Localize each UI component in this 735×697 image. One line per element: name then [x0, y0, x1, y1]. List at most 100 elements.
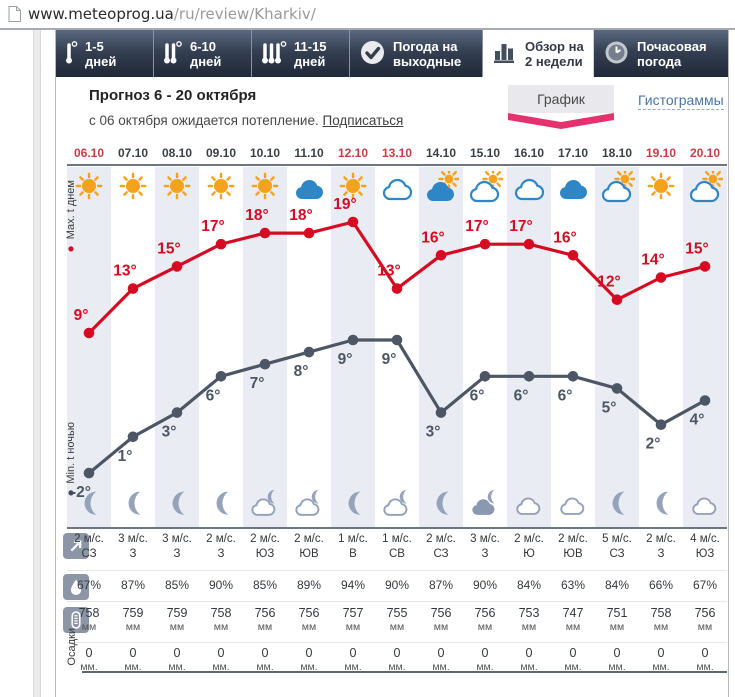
legend-min-label: Min. t ночью	[65, 422, 77, 484]
wind-cell: 3 м/с. З	[162, 533, 192, 560]
svg-text:18°: 18°	[245, 207, 268, 224]
column-stripe	[595, 167, 639, 527]
chart-bottom-divider	[67, 527, 727, 529]
wind-cell: 2 м/с. З	[206, 533, 236, 560]
moon-night-icon	[111, 484, 155, 522]
bar-chart-icon	[492, 39, 518, 68]
subscribe-link[interactable]: Подписаться	[322, 113, 404, 128]
humidity-cell: 87%	[428, 578, 454, 592]
min-legend-dot-icon: ●	[64, 486, 78, 501]
svg-text:6°: 6°	[470, 387, 485, 404]
tab-label: 2 недели	[525, 53, 583, 69]
browser-address-bar[interactable]: www.meteoprog.ua/ru/review/Kharkiv/	[0, 0, 735, 28]
svg-text:6°: 6°	[558, 387, 573, 404]
tab-weekend-weather[interactable]: Погода на выходные	[350, 30, 483, 77]
moon-night-icon	[331, 484, 375, 522]
graph-active-chevron	[508, 113, 614, 129]
dates-row: 06.10 07.10 08.10 09.10 10.10 11.10 12.10 13.10…	[67, 146, 727, 160]
humidity-cell: 67%	[692, 578, 718, 592]
tab-label: погода	[637, 53, 682, 69]
svg-text:2°: 2°	[646, 436, 661, 453]
humidity-cell: 90%	[384, 578, 410, 592]
row-divider	[67, 570, 727, 571]
legend-min-temp: ● Min. t ночью	[64, 422, 78, 504]
cloud-moon-night-icon	[243, 484, 287, 522]
pressure-cell: 759 мм	[122, 606, 144, 633]
dates-divider	[67, 164, 727, 166]
moon-night-icon	[595, 484, 639, 522]
date-label: 16.10	[513, 146, 545, 160]
tab-label: 6-10	[190, 38, 217, 54]
day-icons-row	[67, 168, 727, 206]
tab-1-5-days[interactable]: 1-5 дней	[56, 30, 154, 77]
legend-max-label: Max. t днем	[65, 180, 77, 240]
moon-night-icon	[155, 484, 199, 522]
date-label: 10.10	[249, 146, 281, 160]
svg-text:16°: 16°	[553, 229, 576, 246]
cloud-weather-icon	[551, 168, 595, 206]
date-label: 06.10	[73, 146, 105, 160]
svg-text:7°: 7°	[250, 375, 265, 392]
sun-weather-icon	[155, 168, 199, 206]
date-label: 15.10	[469, 146, 501, 160]
tab-label: 1-5	[85, 38, 104, 54]
svg-text:18°: 18°	[289, 207, 312, 224]
subtitle-text: с 06 октября ожидается потепление.	[89, 113, 319, 128]
forecast-panel: 1-5 дней 6-10 дней 11-15 дней Погода на выхо…	[55, 30, 729, 697]
svg-text:19°: 19°	[333, 196, 356, 213]
precipitation-cell: 0 мм.	[300, 646, 318, 673]
cloud-weather-icon	[287, 168, 331, 206]
night-icons-row	[67, 484, 727, 522]
cloud-moon-night-icon	[287, 484, 331, 522]
svg-text:-2°: -2°	[71, 484, 91, 501]
pressure-cell: 756 мм	[298, 606, 320, 633]
wind-row: 2 м/с. СЗ 3 м/с. З 3 м/с. З 2 м/с. З 2 м/с. ЮЗ 2 м…	[67, 532, 727, 562]
svg-text:3°: 3°	[162, 424, 177, 441]
svg-text:5°: 5°	[602, 399, 617, 416]
wind-cell: 1 м/с. В	[338, 533, 368, 560]
pressure-cell: 747 мм	[562, 606, 584, 633]
tab-6-10-days[interactable]: 6-10 дней	[154, 30, 252, 77]
table-bottom-line	[82, 671, 727, 673]
cloud-sun-o-weather-icon	[595, 168, 639, 206]
wind-cell: 5 м/с. СЗ	[602, 533, 632, 560]
tab-11-15-days[interactable]: 11-15 дней	[252, 30, 350, 77]
svg-text:9°: 9°	[338, 351, 353, 368]
svg-text:4°: 4°	[690, 412, 705, 429]
humidity-icon	[63, 574, 89, 600]
pressure-cell: 756 мм	[474, 606, 496, 633]
temperature-chart-area: 9° 13° 15° 17° 18° 18° 19° 13° 16° 17° 17° 16° 12° 14…	[56, 167, 728, 527]
humidity-cell: 90%	[472, 578, 498, 592]
graph-view-button[interactable]: График	[508, 85, 614, 113]
thermometer-1-icon	[65, 39, 78, 68]
histogram-view-link[interactable]: Гистограммы	[638, 92, 724, 110]
wind-cell: 2 м/с. СЗ	[74, 533, 104, 560]
humidity-cell: 66%	[648, 578, 674, 592]
svg-text:6°: 6°	[514, 387, 529, 404]
url-host: www.meteoprog.ua	[28, 5, 174, 23]
precipitation-cell: 0 мм.	[652, 646, 670, 673]
tab-label: дней	[85, 53, 117, 69]
humidity-cell: 63%	[560, 578, 586, 592]
cloud-moon-night-icon	[375, 484, 419, 522]
pressure-row: 758 мм 759 мм 759 мм 758 мм 756 мм 756 мм 757 мм 755 мм…	[67, 606, 727, 634]
wind-cell: 1 м/с. СВ	[382, 533, 412, 560]
wind-cell: 4 м/с. ЮЗ	[690, 533, 720, 560]
humidity-cell: 89%	[296, 578, 322, 592]
precipitation-row: 0 мм. 0 мм. 0 мм. 0 мм. 0 мм. 0 мм. 0 мм. 0 мм. 0 мм. 0 мм.…	[67, 646, 727, 674]
tab-hourly-weather[interactable]: Почасовая погода	[594, 30, 728, 77]
wind-cell: 2 м/с. ЮВ	[294, 533, 324, 560]
cloud-sun-o-weather-icon	[463, 168, 507, 206]
svg-text:17°: 17°	[465, 218, 488, 235]
cloud-moon-f-night-icon	[463, 484, 507, 522]
wind-cell: 3 м/с. З	[470, 533, 500, 560]
date-label: 12.10	[337, 146, 369, 160]
forecast-subtitle: с 06 октября ожидается потепление. Подпи…	[89, 113, 403, 128]
row-divider	[67, 642, 727, 643]
date-label: 13.10	[381, 146, 413, 160]
tab-label: выходные	[393, 53, 462, 69]
tab-two-week-overview[interactable]: Обзор на 2 недели	[483, 30, 594, 77]
precipitation-cell: 0 мм.	[608, 646, 626, 673]
forecast-title: Прогноз 6 - 20 октября	[89, 87, 257, 104]
sun-weather-icon	[199, 168, 243, 206]
